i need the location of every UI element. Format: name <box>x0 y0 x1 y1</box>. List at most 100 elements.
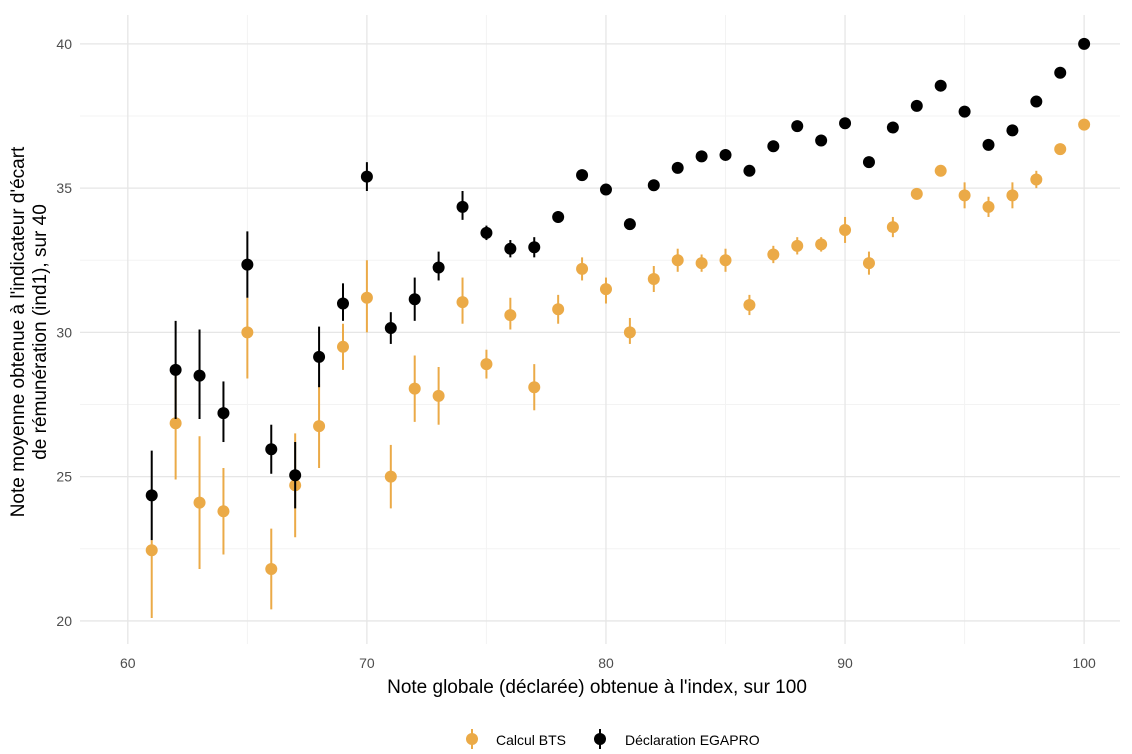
data-point-declaration-egapro <box>695 150 708 163</box>
data-point-declaration-egapro <box>528 241 541 254</box>
data-point-calcul-bts <box>719 254 732 267</box>
legend: Calcul BTS Déclaration EGAPRO <box>466 729 760 749</box>
data-point-declaration-egapro <box>982 138 995 151</box>
data-point-declaration-egapro <box>313 350 326 363</box>
data-point-calcul-bts <box>839 223 852 236</box>
legend-label-calcul-bts: Calcul BTS <box>496 732 566 748</box>
data-point-declaration-egapro <box>599 183 612 196</box>
data-point-declaration-egapro <box>408 293 421 306</box>
data-point-calcul-bts <box>982 200 995 213</box>
data-point-declaration-egapro <box>791 120 804 133</box>
data-point-declaration-egapro <box>241 258 254 271</box>
series-layer <box>145 37 1091 619</box>
data-point-declaration-egapro <box>862 156 875 169</box>
x-axis-title: Note globale (déclarée) obtenue à l'inde… <box>387 677 807 698</box>
data-point-calcul-bts <box>408 382 421 395</box>
data-point-declaration-egapro <box>576 169 589 182</box>
data-point-calcul-bts <box>145 544 158 557</box>
data-point-calcul-bts <box>886 221 899 234</box>
x-tick-label: 90 <box>837 655 853 671</box>
data-point-calcul-bts <box>695 257 708 270</box>
data-point-declaration-egapro <box>671 161 684 174</box>
data-point-calcul-bts <box>456 296 469 309</box>
data-point-calcul-bts <box>767 248 780 261</box>
data-point-calcul-bts <box>1054 143 1067 156</box>
data-point-calcul-bts <box>217 505 230 518</box>
data-point-calcul-bts <box>336 340 349 353</box>
series-calcul-bts <box>145 118 1091 619</box>
data-point-calcul-bts <box>599 283 612 296</box>
data-point-declaration-egapro <box>480 226 493 239</box>
data-point-declaration-egapro <box>432 261 445 274</box>
data-point-declaration-egapro <box>1006 124 1019 137</box>
data-point-calcul-bts <box>384 470 397 483</box>
data-point-declaration-egapro <box>767 140 780 153</box>
data-point-calcul-bts <box>1006 189 1019 202</box>
data-point-declaration-egapro <box>265 443 278 456</box>
data-point-calcul-bts <box>432 389 445 402</box>
y-tick-label: 30 <box>56 324 72 340</box>
data-point-calcul-bts <box>910 187 923 200</box>
data-point-calcul-bts <box>193 496 206 509</box>
legend-key-dot-declaration-egapro <box>594 733 606 745</box>
legend-key-dot-calcul-bts <box>466 733 478 745</box>
y-tick-label: 20 <box>56 613 72 629</box>
y-axis-title-group: Note moyenne obtenue à l'indicateur d'éc… <box>8 146 51 517</box>
data-point-declaration-egapro <box>839 117 852 130</box>
data-point-calcul-bts <box>934 164 947 177</box>
data-point-declaration-egapro <box>910 99 923 112</box>
data-point-calcul-bts <box>480 358 493 371</box>
x-tick-label: 70 <box>359 655 375 671</box>
data-point-calcul-bts <box>1078 118 1091 131</box>
data-point-calcul-bts <box>169 417 182 430</box>
data-point-declaration-egapro <box>145 489 158 502</box>
x-tick-label: 60 <box>120 655 136 671</box>
data-point-calcul-bts <box>241 326 254 339</box>
data-point-declaration-egapro <box>360 170 373 183</box>
data-point-declaration-egapro <box>384 322 397 335</box>
data-point-declaration-egapro <box>289 469 302 482</box>
data-point-calcul-bts <box>528 381 541 394</box>
data-point-declaration-egapro <box>1030 95 1043 108</box>
tick-label-layer: 60 70 80 90 100 20 25 30 35 40 <box>56 36 1096 671</box>
data-point-calcul-bts <box>360 291 373 304</box>
x-tick-label: 100 <box>1072 655 1096 671</box>
data-point-calcul-bts <box>862 257 875 270</box>
data-point-declaration-egapro <box>647 179 660 192</box>
y-tick-label: 35 <box>56 180 72 196</box>
data-point-declaration-egapro <box>552 210 565 223</box>
x-tick-label: 80 <box>598 655 614 671</box>
y-tick-label: 25 <box>56 469 72 485</box>
data-point-declaration-egapro <box>958 105 971 118</box>
y-axis-title-line-2: de rémunération (ind1), sur 40 <box>30 204 51 460</box>
data-point-declaration-egapro <box>886 121 899 134</box>
data-point-declaration-egapro <box>193 369 206 382</box>
data-point-declaration-egapro <box>456 200 469 213</box>
data-point-declaration-egapro <box>1078 37 1091 50</box>
data-point-calcul-bts <box>815 238 828 251</box>
data-point-declaration-egapro <box>623 218 636 231</box>
data-point-calcul-bts <box>623 326 636 339</box>
data-point-declaration-egapro <box>1054 66 1067 79</box>
data-point-declaration-egapro <box>336 297 349 310</box>
y-tick-label: 40 <box>56 36 72 52</box>
data-point-calcul-bts <box>313 420 326 433</box>
data-point-declaration-egapro <box>504 242 517 255</box>
data-point-calcul-bts <box>504 309 517 322</box>
data-point-calcul-bts <box>576 262 589 275</box>
data-point-calcul-bts <box>647 273 660 286</box>
data-point-calcul-bts <box>743 298 756 311</box>
legend-label-declaration-egapro: Déclaration EGAPRO <box>625 732 760 748</box>
data-point-declaration-egapro <box>743 164 756 177</box>
data-point-calcul-bts <box>958 189 971 202</box>
data-point-calcul-bts <box>671 254 684 267</box>
data-point-declaration-egapro <box>169 363 182 376</box>
data-point-declaration-egapro <box>217 407 230 420</box>
data-point-declaration-egapro <box>719 148 732 161</box>
series-declaration-egapro <box>145 37 1091 541</box>
data-point-calcul-bts <box>265 562 278 575</box>
data-point-declaration-egapro <box>934 79 947 92</box>
data-point-declaration-egapro <box>815 134 828 147</box>
data-point-calcul-bts <box>552 303 565 316</box>
